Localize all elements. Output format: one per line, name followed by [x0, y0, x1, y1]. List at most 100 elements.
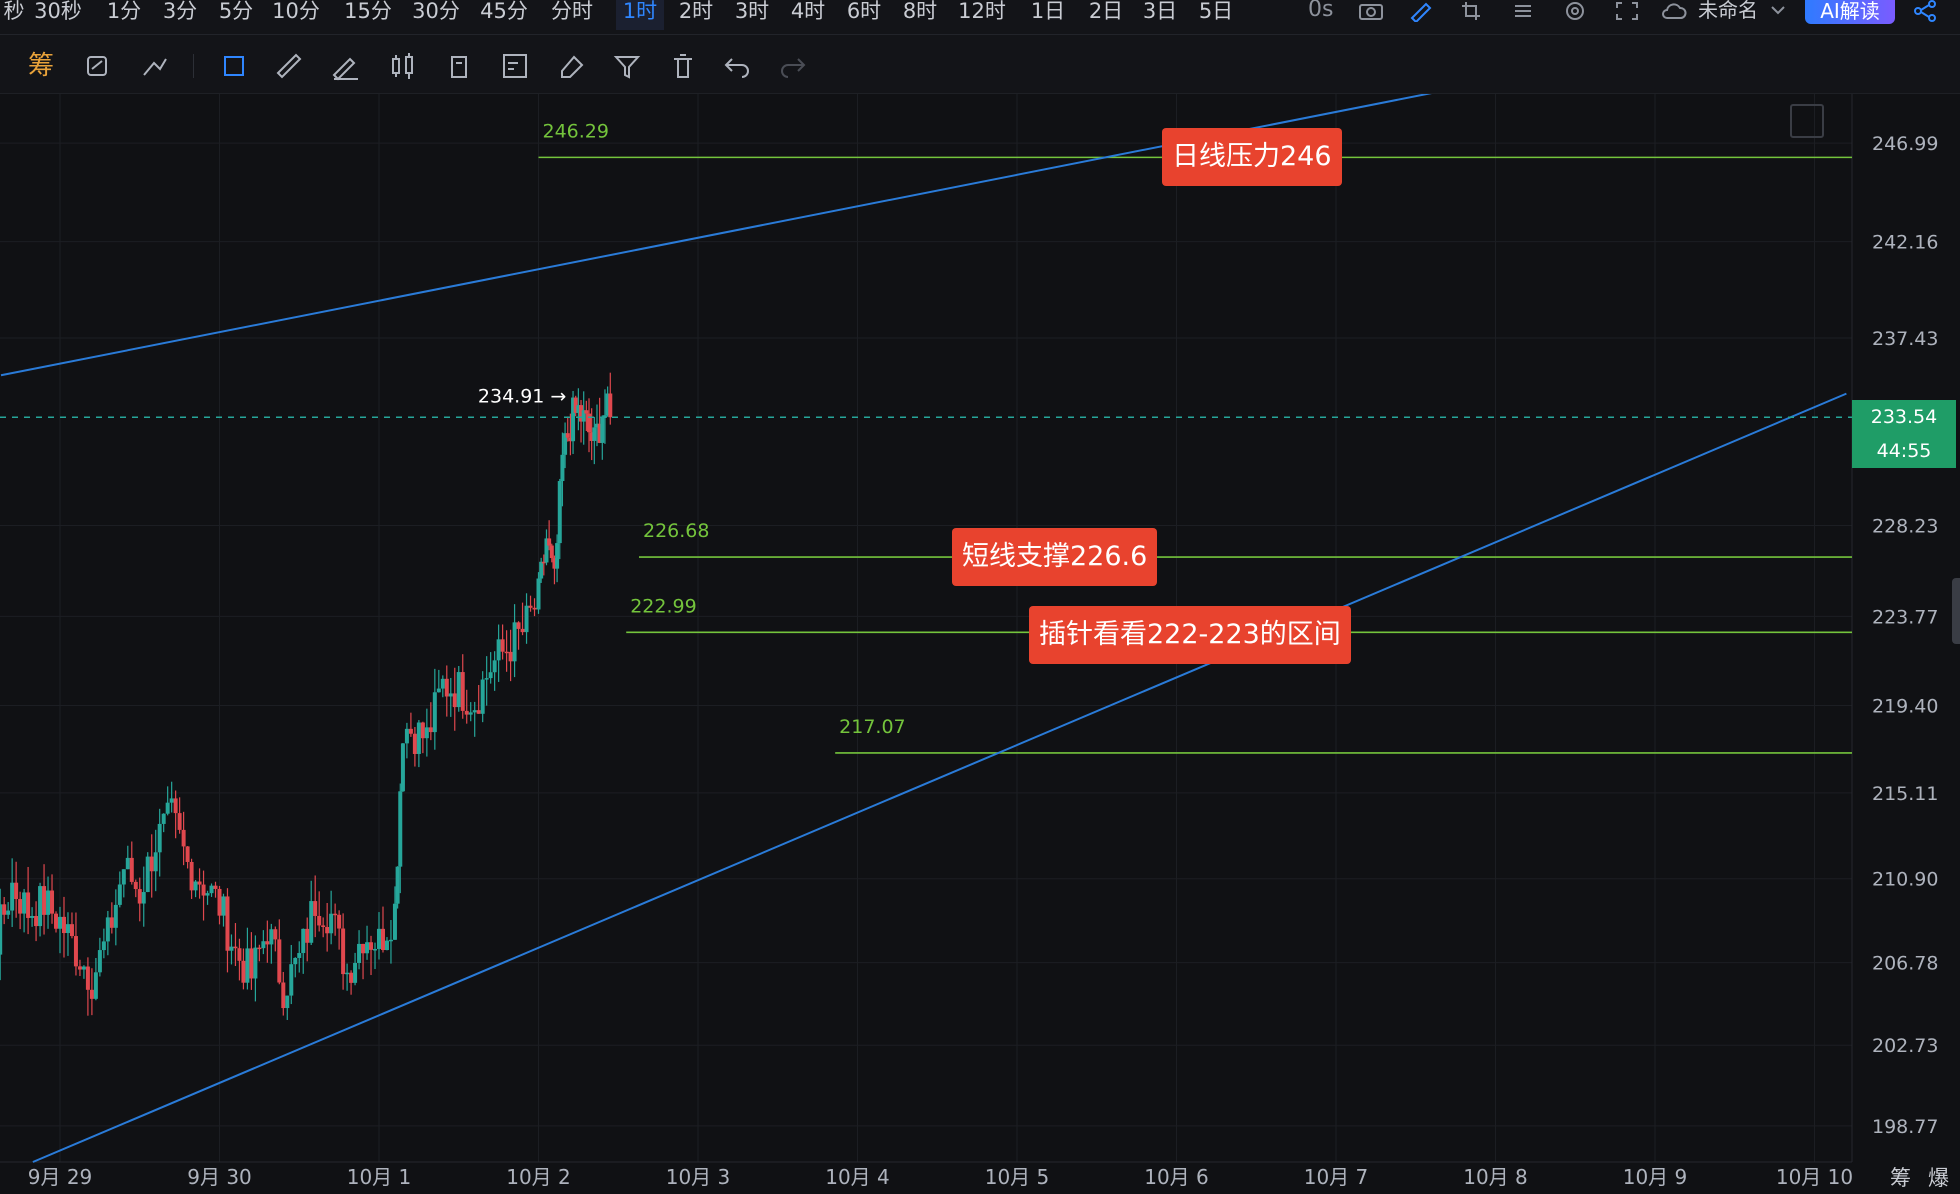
- trash-bin-icon[interactable]: [442, 49, 476, 83]
- candle-body: [476, 710, 481, 714]
- candle-body: [281, 982, 286, 1009]
- list-icon[interactable]: [1510, 0, 1536, 22]
- level-price-label: 222.99: [630, 595, 696, 617]
- timeframe-8[interactable]: 45分: [480, 0, 528, 23]
- camera-icon[interactable]: [1358, 0, 1384, 22]
- candle-body: [81, 966, 86, 970]
- timeframe-17[interactable]: 1日: [1030, 0, 1066, 23]
- timeframe-5[interactable]: 10分: [272, 0, 320, 23]
- timeframe-4[interactable]: 5分: [218, 0, 254, 23]
- candle-body: [18, 899, 23, 914]
- undo-icon[interactable]: [720, 49, 754, 83]
- pencil-icon[interactable]: [1408, 0, 1434, 24]
- rectangle-tool-icon[interactable]: [217, 49, 251, 83]
- burst-button[interactable]: 爆: [1928, 1166, 1949, 1190]
- candle-body: [34, 915, 39, 927]
- candle-body: [472, 710, 477, 713]
- candle-body: [289, 964, 294, 996]
- timeframe-18[interactable]: 2日: [1088, 0, 1124, 23]
- timeframe-13[interactable]: 4时: [790, 0, 826, 23]
- ruler-icon[interactable]: [272, 49, 306, 83]
- y-tick-label: 246.99: [1872, 133, 1938, 155]
- candle-body: [492, 660, 497, 673]
- timeframe-14[interactable]: 6时: [846, 0, 882, 23]
- ai-interpret-button[interactable]: AI解读: [1805, 0, 1895, 24]
- toolbar-divider: [193, 54, 194, 78]
- timeframe-19[interactable]: 3日: [1142, 0, 1178, 23]
- candle-body: [516, 622, 521, 629]
- candle-body: [22, 892, 27, 914]
- timeframe-1[interactable]: 30秒: [34, 0, 82, 23]
- timeframe-11[interactable]: 2时: [678, 0, 714, 23]
- candle-body: [552, 558, 557, 569]
- note-icon[interactable]: [498, 49, 532, 83]
- candle-body: [153, 852, 158, 872]
- settings-icon[interactable]: [1562, 0, 1588, 22]
- layout-name[interactable]: 未命名: [1698, 0, 1758, 22]
- candle-body: [452, 693, 457, 708]
- candle-body: [257, 947, 262, 950]
- chip-button[interactable]: 筹: [1890, 1166, 1911, 1190]
- timeframe-16[interactable]: 12时: [958, 0, 1006, 23]
- upper-channel-line: [0, 94, 1432, 377]
- candle-body: [105, 917, 110, 942]
- y-tick-label: 198.77: [1872, 1116, 1938, 1138]
- bar-countdown-label: 44:55: [1852, 434, 1956, 469]
- timeframe-10[interactable]: 1时: [616, 0, 664, 30]
- annotation-tag[interactable]: 日线压力246: [1162, 128, 1342, 187]
- trend-tool-icon[interactable]: [138, 49, 172, 83]
- right-panel-handle[interactable]: [1952, 578, 1960, 644]
- redo-icon[interactable]: [776, 49, 810, 83]
- share-icon[interactable]: [1912, 0, 1938, 22]
- candle-body: [89, 989, 94, 999]
- candle-body: [201, 884, 206, 896]
- candle-body: [125, 857, 130, 870]
- brush-icon[interactable]: [328, 49, 362, 83]
- chevron-down-icon[interactable]: [1768, 0, 1788, 22]
- candles-icon[interactable]: [386, 49, 420, 83]
- candle-body: [333, 913, 338, 916]
- chip-distribution-button[interactable]: 筹: [27, 51, 54, 81]
- filter-icon[interactable]: [610, 49, 644, 83]
- candle-body: [109, 917, 114, 928]
- candle-body: [225, 896, 230, 951]
- level-price-label: 217.07: [839, 716, 905, 738]
- timeframe-6[interactable]: 15分: [344, 0, 392, 23]
- candle-body: [221, 896, 226, 916]
- price-chart[interactable]: 246.99 242.16 237.43 228.23 223.77 219.40 215.…: [0, 94, 1960, 1194]
- timeframe-2[interactable]: 1分: [106, 0, 142, 23]
- candle-body: [293, 957, 298, 965]
- annotation-tag[interactable]: 短线支撑226.6: [952, 528, 1158, 587]
- drawing-toolbar: [0, 35, 1960, 94]
- timeframe-0[interactable]: 秒: [3, 0, 25, 23]
- candle-body: [581, 410, 586, 422]
- candle-body: [157, 823, 162, 853]
- refresh-icon[interactable]: [80, 49, 114, 83]
- candle-body: [269, 929, 274, 945]
- cloud-icon[interactable]: [1660, 0, 1688, 22]
- candle-body: [468, 712, 473, 715]
- eraser-icon[interactable]: [554, 49, 588, 83]
- candle-body: [576, 405, 581, 413]
- timeframe-12[interactable]: 3时: [734, 0, 770, 23]
- timeframe-7[interactable]: 30分: [412, 0, 460, 23]
- timeframe-15[interactable]: 8时: [902, 0, 938, 23]
- candle-body: [460, 672, 465, 711]
- fullscreen-icon[interactable]: [1614, 0, 1640, 22]
- candle-body: [563, 433, 568, 455]
- candle-body: [560, 454, 565, 482]
- delete-icon[interactable]: [666, 49, 700, 83]
- candle-body: [432, 692, 437, 733]
- x-tick-label: 10月 5: [985, 1165, 1050, 1189]
- candle-body: [365, 942, 370, 954]
- candle-body: [353, 962, 358, 983]
- timeframe-20[interactable]: 5日: [1198, 0, 1234, 23]
- crop-icon[interactable]: [1460, 0, 1486, 22]
- timeframe-3[interactable]: 3分: [162, 0, 198, 23]
- candle-body: [357, 943, 362, 963]
- maximize-chart-icon[interactable]: [1790, 104, 1824, 138]
- annotation-tag[interactable]: 插针看看222-223的区间: [1029, 606, 1351, 665]
- timeframe-9[interactable]: 分时: [551, 0, 593, 23]
- candle-body: [424, 727, 429, 739]
- candle-body: [565, 433, 570, 438]
